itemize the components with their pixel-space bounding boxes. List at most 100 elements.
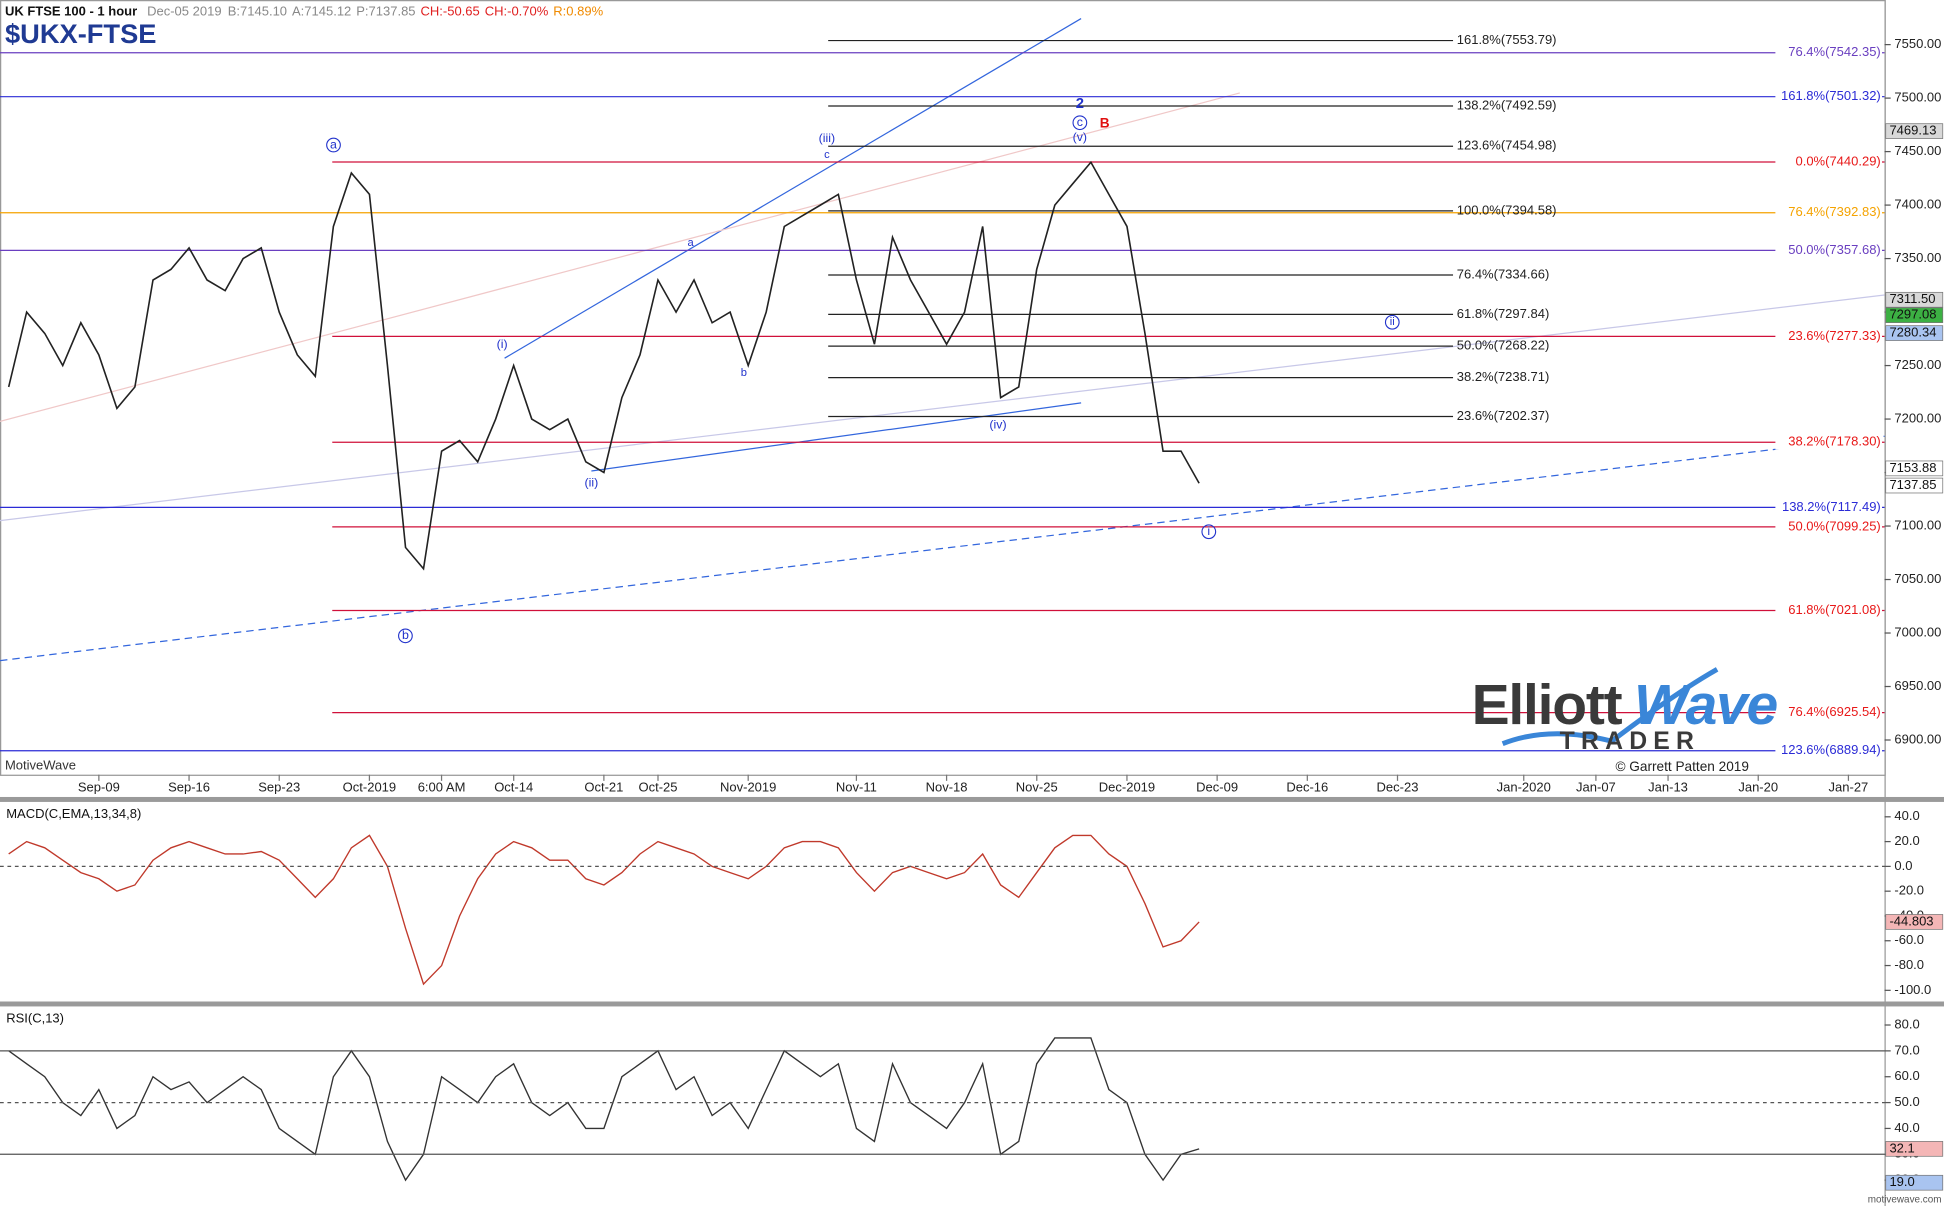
- price-marker: [1885, 460, 1944, 477]
- wave-label: a: [687, 237, 694, 249]
- watermark: MotiveWave: [5, 757, 76, 772]
- ask: A:7145.12: [292, 4, 351, 19]
- fib-label: 61.8%(7297.84): [1457, 306, 1550, 321]
- x-tick-label: Sep-16: [168, 780, 210, 795]
- wave-circle: [1201, 524, 1217, 540]
- rsi-title: RSI(C,13): [6, 1010, 64, 1025]
- logo-trader: TRADER: [1560, 728, 1700, 755]
- trend-line: [0, 92, 1240, 423]
- wave-label: 2: [1076, 96, 1084, 112]
- trend-line: [504, 18, 1082, 359]
- x-tick-label: Oct-25: [638, 780, 677, 795]
- y-tick-label: 6900.00: [1894, 731, 1941, 746]
- y-tick-label: 6950.00: [1894, 678, 1941, 693]
- fib-label: 23.6%(7202.37): [1457, 408, 1550, 423]
- wave-label: ii: [1390, 316, 1395, 328]
- series-line: [7, 160, 1200, 571]
- fib-label: 138.2%(7492.59): [1457, 97, 1557, 112]
- level-label: 161.8%(7501.32): [1781, 88, 1881, 103]
- level-label-bg: [1775, 154, 1883, 170]
- bid: B:7145.10: [228, 4, 287, 19]
- y-tick-label: 20.0: [1894, 833, 1919, 848]
- y-tick-label: 7500.00: [1894, 90, 1941, 105]
- y-tick-label: 7050.00: [1894, 571, 1941, 586]
- x-tick-label: Jan-13: [1648, 780, 1688, 795]
- wave-label: a: [330, 137, 337, 151]
- wave-circle: [1384, 314, 1400, 330]
- x-tick-label: Jan-07: [1576, 780, 1616, 795]
- header: UK FTSE 100 - 1 hour Dec-05 2019 B:7145.10…: [5, 4, 604, 19]
- macd-title: MACD(C,EMA,13,34,8): [6, 806, 141, 821]
- price-marker: [1885, 307, 1944, 324]
- level-label-bg: [1775, 519, 1883, 535]
- level-label: 76.4%(7542.35): [1788, 44, 1881, 59]
- level-label: 61.8%(7021.08): [1788, 602, 1881, 617]
- wave-label: (ii): [585, 476, 599, 490]
- x-tick-label: Sep-09: [78, 780, 120, 795]
- wave-label: (v): [1073, 130, 1087, 144]
- price-marker-label: 19.0: [1889, 1174, 1914, 1189]
- x-tick-label: Oct-21: [584, 780, 623, 795]
- x-tick-label: Jan-20: [1738, 780, 1778, 795]
- y-tick-label: 40.0: [1894, 808, 1919, 823]
- price-marker: [1885, 914, 1944, 930]
- fib-label: 50.0%(7268.22): [1457, 338, 1550, 353]
- level-label: 123.6%(6889.94): [1781, 742, 1881, 757]
- change: CH:-50.65: [421, 4, 480, 19]
- price-marker: [1885, 1141, 1944, 1157]
- y-tick-label: 7000.00: [1894, 624, 1941, 639]
- y-tick-label: 80.0: [1894, 1016, 1919, 1031]
- price-marker: [1885, 477, 1944, 494]
- level-label-bg: [1775, 603, 1883, 618]
- price-marker-label: 7469.13: [1889, 123, 1936, 138]
- level-label-bg: [1775, 743, 1883, 759]
- y-tick-label: -80.0: [1894, 957, 1924, 972]
- y-tick-label: 7450.00: [1894, 143, 1941, 158]
- x-tick-label: Jan-27: [1829, 780, 1869, 795]
- level-label-bg: [1775, 705, 1883, 721]
- level-label-bg: [1775, 205, 1883, 221]
- x-tick-label: Dec-2019: [1099, 780, 1155, 795]
- x-tick-label: Oct-14: [494, 780, 533, 795]
- y-tick-label: 60.0: [1894, 1068, 1919, 1083]
- instrument: UK FTSE 100 - 1 hour: [5, 4, 137, 19]
- price-marker-label: 7297.08: [1889, 307, 1936, 322]
- level-label-bg: [1775, 242, 1883, 258]
- fib-label: 100.0%(7394.58): [1457, 202, 1557, 217]
- wave-label: (iv): [989, 417, 1006, 431]
- separator: [0, 1001, 1944, 1007]
- trend-line: [591, 402, 1082, 472]
- trend-line: [0, 294, 1885, 522]
- y-tick-label: -100.0: [1894, 982, 1931, 997]
- x-tick-label: Dec-16: [1286, 780, 1328, 795]
- x-tick-label: Dec-23: [1377, 780, 1419, 795]
- price-marker-label: 32.1: [1889, 1140, 1914, 1155]
- y-tick-label: 7550.00: [1894, 36, 1941, 51]
- y-tick-label: 7250.00: [1894, 357, 1941, 372]
- y-tick-label: -20.0: [1894, 883, 1924, 898]
- x-tick-label: Oct-2019: [343, 780, 396, 795]
- y-tick-label: 7350.00: [1894, 250, 1941, 265]
- level-label-bg: [1775, 434, 1883, 450]
- y-tick-label: 7100.00: [1894, 517, 1941, 532]
- range: R:0.89%: [553, 4, 603, 19]
- x-tick-label: Dec-09: [1196, 780, 1238, 795]
- price-marker-label: -44.803: [1889, 913, 1933, 928]
- wave-circle: [398, 628, 413, 644]
- x-tick-label: 6:00 AM: [418, 780, 466, 795]
- fib-label: 123.6%(7454.98): [1457, 138, 1557, 153]
- wave-label: c: [1077, 115, 1083, 129]
- x-tick-label: Sep-23: [258, 780, 300, 795]
- wave-label: i: [1207, 524, 1210, 538]
- price-marker-label: 7153.88: [1889, 460, 1936, 475]
- wave-label: (i): [497, 337, 508, 351]
- price-marker-label: 7280.34: [1889, 325, 1936, 340]
- y-tick-label: 70.0: [1894, 1042, 1919, 1057]
- change-pct: CH:-0.70%: [485, 4, 549, 19]
- x-tick-label: Jan-2020: [1497, 780, 1551, 795]
- level-label: 76.4%(6925.54): [1788, 704, 1881, 719]
- y-tick-label: 0.0: [1894, 858, 1912, 873]
- price-marker-label: 7137.85: [1889, 477, 1936, 492]
